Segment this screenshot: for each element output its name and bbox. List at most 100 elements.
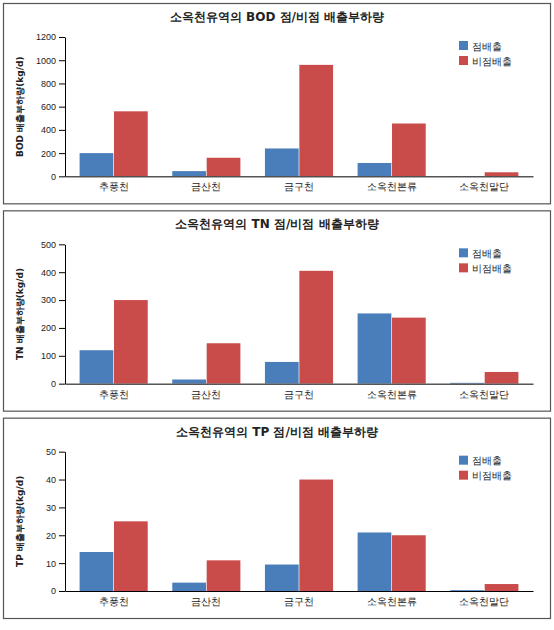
bar [172,583,206,591]
y-axis: 01020304050 [46,447,66,596]
y-tick-label: 200 [41,323,56,333]
y-tick: 1000 [36,56,65,66]
bar [265,362,299,384]
bar [299,65,333,176]
bar [358,163,392,176]
y-tick-label: 800 [41,79,56,89]
y-tick-label: 10 [46,559,56,569]
y-tick-label: 400 [41,125,56,135]
y-tick-mark [59,563,65,564]
y-tick-mark [59,272,65,273]
x-tick: 금구천 [284,176,314,192]
x-axis-line [66,591,534,592]
x-tick: 소옥천본류 [367,591,417,607]
y-tick-label: 1200 [36,32,56,42]
x-tick-label: 소옥천본류 [367,596,417,607]
y-tick: 800 [41,79,65,89]
y-tick-label: 50 [46,447,56,457]
y-tick-label: 100 [41,351,56,361]
legend-swatch [459,56,468,65]
y-tick: 200 [41,323,65,333]
bar [114,300,148,384]
legend-item: 점배출 [459,41,502,52]
x-axis: 추풍천금산천금구천소옥천본류소옥천말단 [66,384,534,400]
x-tick: 추풍천 [99,384,129,400]
bar [450,175,484,176]
bar [450,590,484,591]
y-tick-label: 30 [46,503,56,513]
y-axis-title: BOD 배출부하량(kg/d) [15,56,25,156]
chart-panel: 소옥천유역의 TP 점/비점 배출부하량01020304050추풍천금산천금구천… [4,418,551,618]
bar [172,171,206,176]
y-tick-mark [59,244,65,245]
chart-page: 소옥천유역의 BOD 점/비점 배출부하량0200400600800100012… [0,0,554,630]
y-tick-mark [59,153,65,154]
y-tick-label: 0 [51,172,56,182]
panel-frame [4,211,551,411]
legend-swatch [459,263,468,272]
bar [80,153,114,176]
plot-area: 020040060080010001200추풍천금산천금구천소옥천본류소옥천말단… [15,32,534,192]
y-tick-label: 20 [46,531,56,541]
x-tick-label: 추풍천 [99,389,129,400]
legend-item: 점배출 [459,455,502,466]
plot-area: 01020304050추풍천금산천금구천소옥천본류소옥천말단TP 배출부하량(k… [15,447,534,607]
bar [207,158,241,177]
y-tick-mark [59,535,65,536]
bars [80,480,519,591]
bar [299,480,333,591]
y-tick-mark [59,60,65,61]
x-tick-label: 추풍천 [99,181,129,192]
x-tick: 추풍천 [99,591,129,607]
plot-area: 0100200300400500추풍천금산천금구천소옥천본류소옥천말단TN 배출… [15,240,534,400]
chart-panel: 소옥천유역의 BOD 점/비점 배출부하량0200400600800100012… [4,4,551,204]
bar [207,560,241,591]
y-tick-label: 600 [41,102,56,112]
y-tick-mark [59,452,65,453]
bar [207,343,241,383]
x-tick-label: 추풍천 [99,596,129,607]
panel-frame [4,418,551,618]
bar [80,350,114,383]
x-tick-label: 금산천 [191,181,221,192]
panel-frame [4,4,551,204]
y-tick-label: 300 [41,295,56,305]
x-tick: 소옥천말단 [459,176,509,192]
x-tick-label: 소옥천본류 [367,181,417,192]
y-tick-label: 500 [41,240,56,250]
y-axis-line [65,245,66,384]
bar [299,271,333,384]
y-tick: 1200 [36,32,65,42]
y-tick: 0 [51,586,65,596]
y-tick: 500 [41,240,65,250]
legend-item: 비점배출 [459,56,512,67]
y-tick-mark [59,300,65,301]
y-axis-line [65,452,66,591]
x-tick-label: 금산천 [191,389,221,400]
legend-item: 점배출 [459,248,502,259]
y-tick-mark [59,130,65,131]
y-tick: 400 [41,268,65,278]
y-tick-label: 0 [51,379,56,389]
chart-title: 소옥천유역의 TP 점/비점 배출부하량 [176,425,378,439]
y-tick-mark [59,480,65,481]
legend: 점배출비점배출 [459,41,512,67]
legend-swatch [459,41,468,50]
y-tick: 0 [51,379,65,389]
y-tick: 0 [51,172,65,182]
x-axis: 추풍천 금산천 금구천 소옥천본류 소옥천말단 [66,176,534,192]
y-axis: 0 100 200 300 400 500 [41,240,66,389]
bar [392,535,426,591]
chart-title: 소옥천유역의 BOD 점/비점 배출부하량 [170,10,384,24]
x-tick-label: 소옥천말단 [459,596,509,607]
x-tick-label: 소옥천본류 [367,389,417,400]
y-axis-title: TP 배출부하량(kg/d) [15,476,25,567]
bar [80,552,114,591]
legend-item: 비점배출 [459,470,512,481]
legend-label: 비점배출 [472,56,512,67]
chart-title: 소옥천유역의 TN 점/비점 배출부하량 [175,217,378,231]
bars [80,271,519,384]
y-axis-line [65,38,66,177]
x-tick-label: 금산천 [191,596,221,607]
y-tick-mark [59,37,65,38]
